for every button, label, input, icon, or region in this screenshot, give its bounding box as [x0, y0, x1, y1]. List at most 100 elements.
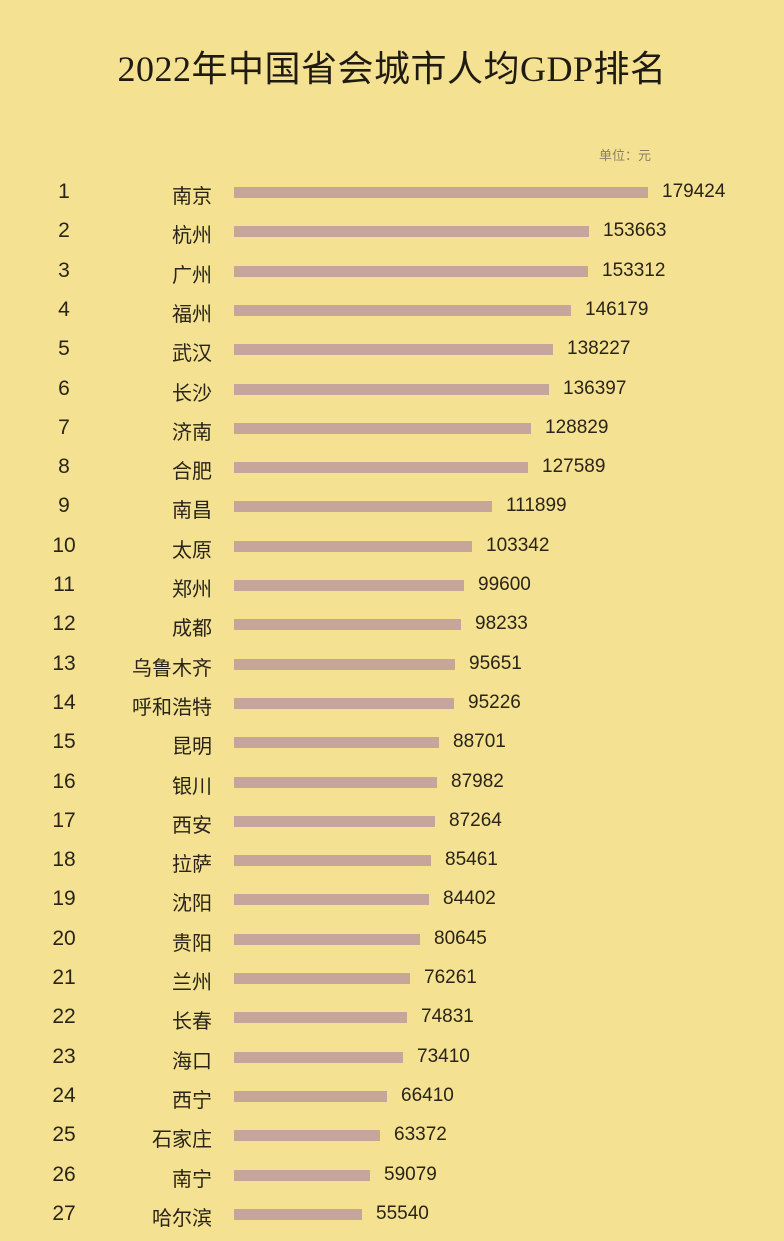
bar-row: 6 长沙 136397: [0, 371, 784, 410]
value-label: 95226: [468, 691, 521, 713]
rank-label: 19: [52, 887, 76, 911]
value-label: 95651: [469, 652, 522, 674]
city-label: 南宁: [172, 1168, 212, 1191]
city-label: 贵阳: [172, 932, 212, 955]
value-label: 87264: [449, 809, 502, 831]
value-label: 146179: [585, 298, 649, 320]
city-label: 西宁: [172, 1089, 212, 1112]
bar-row: 14 呼和浩特 95226: [0, 685, 784, 724]
value-label: 85461: [445, 849, 498, 871]
city-label: 武汉: [172, 343, 212, 366]
rank-label: 18: [52, 848, 76, 872]
value-label: 153312: [602, 259, 666, 281]
bar-row: 4 福州 146179: [0, 292, 784, 331]
bar: [234, 1130, 380, 1142]
unit-label: 单位：元: [599, 148, 652, 163]
rank-label: 14: [52, 690, 76, 714]
bar: [234, 933, 420, 945]
value-label: 128829: [545, 416, 609, 438]
bar-row: 11 郑州 99600: [0, 567, 784, 606]
city-label: 乌鲁木齐: [132, 657, 212, 680]
bar: [234, 344, 553, 356]
city-label: 哈尔滨: [152, 1207, 212, 1230]
value-label: 88701: [453, 731, 506, 753]
bar-row: 26 南宁 59079: [0, 1157, 784, 1196]
value-label: 136397: [563, 377, 627, 399]
city-label: 兰州: [172, 972, 212, 994]
rank-label: 20: [52, 926, 76, 950]
bar: [234, 894, 429, 906]
value-label: 84402: [443, 888, 496, 910]
rank-label: 8: [58, 455, 70, 479]
value-label: 80645: [434, 927, 487, 949]
city-label: 石家庄: [152, 1129, 212, 1152]
bar: [234, 580, 464, 591]
bar: [234, 658, 455, 670]
bar-row: 21 兰州 76261: [0, 960, 784, 999]
bar-row: 17 西安 87264: [0, 803, 784, 842]
city-label: 南京: [172, 186, 212, 208]
city-label: 呼和浩特: [132, 696, 212, 719]
rank-label: 7: [58, 415, 70, 439]
city-label: 太原: [172, 539, 212, 562]
value-label: 59079: [384, 1163, 437, 1185]
bar: [234, 1051, 403, 1063]
city-label: 长沙: [172, 382, 212, 405]
rank-label: 10: [52, 533, 76, 557]
bar-row: 16 银川 87982: [0, 764, 784, 803]
rank-label: 27: [52, 1201, 76, 1225]
bar-row: 8 合肥 127589: [0, 449, 784, 488]
bar-row: 7 济南 128829: [0, 410, 784, 449]
bar-row: 20 贵阳 80645: [0, 921, 784, 960]
rank-label: 22: [52, 1005, 76, 1029]
bar: [234, 226, 589, 238]
value-label: 98233: [475, 613, 528, 635]
city-label: 济南: [172, 421, 212, 444]
rank-label: 24: [52, 1083, 76, 1107]
value-label: 66410: [401, 1084, 454, 1106]
value-label: 99600: [478, 574, 531, 595]
rank-label: 5: [58, 337, 70, 361]
bar-row: 3 广州 153312: [0, 253, 784, 292]
city-label: 海口: [172, 1050, 212, 1073]
bar: [234, 1012, 407, 1024]
rank-label: 4: [58, 297, 70, 321]
bar: [234, 776, 437, 788]
bar: [234, 187, 648, 198]
rank-label: 1: [58, 180, 70, 203]
bar-row: 12 成都 98233: [0, 606, 784, 645]
rank-label: 25: [52, 1123, 76, 1147]
bar-row: 25 石家庄 63372: [0, 1117, 784, 1156]
bar-row: 18 拉萨 85461: [0, 842, 784, 881]
city-label: 成都: [172, 618, 212, 641]
rank-label: 13: [52, 651, 76, 675]
city-label: 银川: [172, 775, 212, 798]
bar: [234, 383, 549, 395]
bar: [234, 265, 588, 277]
bar: [234, 422, 531, 434]
bar-row: 27 哈尔滨 55540: [0, 1196, 784, 1235]
rank-label: 2: [58, 219, 70, 243]
bar: [234, 540, 472, 552]
bar: [234, 973, 410, 984]
rank-label: 23: [52, 1044, 76, 1068]
city-label: 沈阳: [172, 893, 212, 916]
bar: [234, 462, 528, 474]
bar: [234, 501, 492, 513]
value-label: 63372: [394, 1124, 447, 1146]
bar-row: 22 长春 74831: [0, 999, 784, 1038]
bar-row: 2 杭州 153663: [0, 213, 784, 252]
rank-label: 9: [58, 494, 70, 518]
city-label: 杭州: [172, 225, 212, 248]
city-label: 福州: [172, 303, 212, 326]
bar-row: 24 西宁 66410: [0, 1078, 784, 1117]
bar: [234, 1169, 370, 1181]
value-label: 179424: [662, 181, 726, 202]
rank-label: 21: [52, 966, 76, 989]
city-label: 郑州: [172, 579, 212, 601]
city-label: 广州: [172, 264, 212, 287]
rank-label: 6: [58, 376, 70, 400]
city-label: 合肥: [172, 461, 212, 484]
value-label: 138227: [567, 338, 631, 360]
bar-row: 5 武汉 138227: [0, 331, 784, 370]
